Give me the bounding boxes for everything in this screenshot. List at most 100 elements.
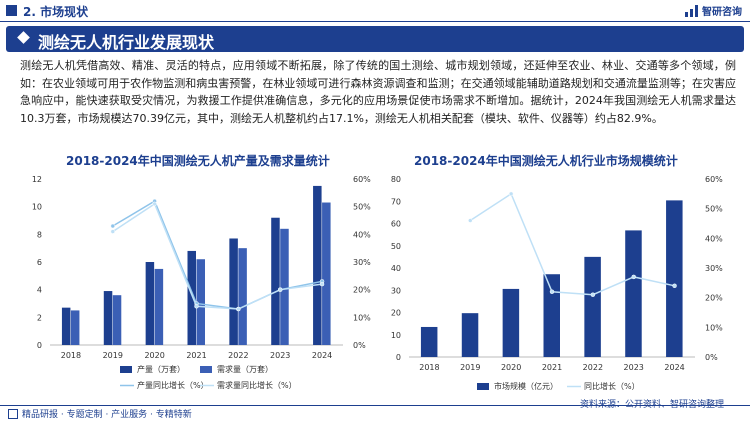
chart1-y2tick: 0% — [353, 341, 366, 350]
chart2-bar — [666, 200, 683, 357]
report-icon — [8, 409, 18, 419]
chart2-xtick: 2018 — [419, 363, 439, 372]
chart1-point — [110, 229, 116, 234]
chart1-point — [277, 287, 283, 292]
chart1-point — [236, 306, 241, 312]
page-title: 测绘无人机行业发展现状 — [38, 33, 215, 52]
chart1-y2tick: 50% — [353, 203, 371, 212]
chart1-y2tick: 60% — [353, 175, 371, 184]
chart2-ytick: 60 — [391, 220, 401, 229]
chart2-y2tick: 40% — [705, 234, 723, 243]
chart2-bar — [625, 230, 642, 357]
chart2-xtick: 2023 — [624, 363, 644, 372]
chart2-bar — [543, 274, 560, 357]
chart2-title: 2018-2024年中国测绘无人机行业市场规模统计 — [414, 154, 678, 168]
chart1-bar — [103, 291, 113, 345]
chart1-bar — [280, 228, 289, 345]
chart2-point — [508, 191, 514, 197]
chart1-xtick: 2024 — [312, 351, 332, 360]
chart1-bar — [196, 259, 205, 345]
chart2-legend-label: 同比增长（%） — [584, 381, 640, 391]
chart1-point — [319, 281, 325, 287]
chart2-xtick: 2022 — [583, 363, 603, 372]
chart2-legend-swatch — [477, 383, 489, 390]
production-demand-chart: 0 2 4 6 8 10 12 0% 10% 20% 30% 40% 50% 60% 2018 2019 202… — [32, 175, 371, 390]
chart2-y2tick: 0% — [705, 353, 718, 362]
chart1-xtick: 2022 — [228, 351, 248, 360]
footer-divider — [0, 405, 750, 406]
chart2-ytick: 20 — [391, 309, 401, 318]
chart1-point — [152, 201, 157, 207]
chart1-ytick: 4 — [37, 286, 42, 295]
chart1-legend-label: 需求量同比增长（%） — [217, 380, 297, 390]
title-banner: 测绘无人机行业发展现状 — [6, 26, 744, 52]
chart2-ytick: 10 — [391, 331, 401, 340]
chart1-bar — [187, 250, 196, 345]
chart2-point — [590, 292, 596, 297]
chart1-ytick: 10 — [32, 203, 42, 212]
chart1-ytick: 8 — [37, 230, 42, 239]
chart2-legend-label: 市场规模（亿元） — [494, 381, 558, 391]
chart2-y2tick: 10% — [705, 323, 723, 332]
header-divider — [0, 21, 750, 22]
chart2-ytick: 50 — [391, 242, 401, 251]
chart2-point — [672, 283, 677, 289]
chart1-y2tick: 30% — [353, 258, 371, 267]
chart1-bar — [313, 185, 322, 345]
chart1-ytick: 12 — [32, 175, 42, 184]
chart1-bar — [70, 310, 80, 345]
chart1-xtick: 2020 — [144, 351, 164, 360]
chart1-xtick: 2023 — [270, 351, 290, 360]
chart1-legend-label: 需求量（万套） — [217, 364, 273, 374]
chart1-legend-label: 产量同比增长（%） — [137, 380, 209, 390]
chart1-y2tick: 20% — [353, 286, 371, 295]
chart1-xtick: 2018 — [61, 351, 81, 360]
chart2-ytick: 80 — [391, 175, 401, 184]
chart1-legend-swatch — [200, 366, 212, 373]
chart2-bar — [420, 326, 438, 357]
chart2-point — [631, 274, 636, 280]
chart1-y2tick: 10% — [353, 313, 371, 322]
section-marker — [6, 5, 17, 16]
chart1-ytick: 6 — [37, 258, 42, 267]
chart1-y2tick: 40% — [353, 230, 371, 239]
chart2-ytick: 30 — [391, 286, 401, 295]
chart2-xtick: 2020 — [501, 363, 521, 372]
chart2-bar — [461, 313, 479, 357]
chart2-point — [549, 289, 555, 294]
chart1-xtick: 2019 — [103, 351, 123, 360]
chart1-series-line — [112, 200, 323, 310]
chart2-xtick: 2021 — [542, 363, 562, 372]
header: 2. 市场现状 智研咨询 — [0, 0, 750, 22]
chart2-ytick: 0 — [396, 353, 401, 362]
chart2-xtick: 2024 — [664, 363, 684, 372]
footer: 精品研报 · 专题定制 · 产业服务 · 专精特新 — [0, 405, 750, 421]
chart1-bar — [154, 268, 164, 345]
logo-bars-icon — [685, 4, 699, 17]
chart2-ytick: 70 — [391, 197, 401, 206]
chart1-bar — [271, 217, 280, 345]
chart1-bar — [112, 295, 122, 345]
logo-text: 智研咨询 — [702, 7, 742, 18]
chart1-xtick: 2021 — [186, 351, 206, 360]
chart2-series-line — [469, 192, 675, 296]
chart1-series-line — [112, 202, 323, 310]
chart2-y2tick: 50% — [705, 205, 723, 214]
chart1-bar — [145, 262, 155, 345]
footer-services: 精品研报 · 专题定制 · 产业服务 · 专精特新 — [22, 410, 192, 420]
chart1-point — [110, 223, 116, 229]
chart2-ytick: 40 — [391, 264, 401, 273]
chart1-ytick: 0 — [37, 341, 42, 350]
chart2-bar — [584, 256, 601, 357]
chart1-legend-label: 产量（万套） — [137, 364, 185, 374]
chart2-point — [468, 218, 473, 223]
chart2-bar — [502, 288, 520, 357]
intro-paragraph: 测绘无人机凭借高效、精准、灵活的特点，应用领域不断拓展，除了传统的国土测绘、城市… — [20, 59, 736, 125]
chart1-title: 2018-2024年中国测绘无人机产量及需求量统计 — [66, 154, 330, 168]
chart2-y2tick: 20% — [705, 294, 723, 303]
chart1-bar — [229, 238, 238, 345]
chart1-bar — [61, 307, 71, 345]
diamond-icon — [17, 31, 30, 44]
chart2-y2tick: 30% — [705, 264, 723, 273]
chart1-bar — [238, 248, 247, 345]
